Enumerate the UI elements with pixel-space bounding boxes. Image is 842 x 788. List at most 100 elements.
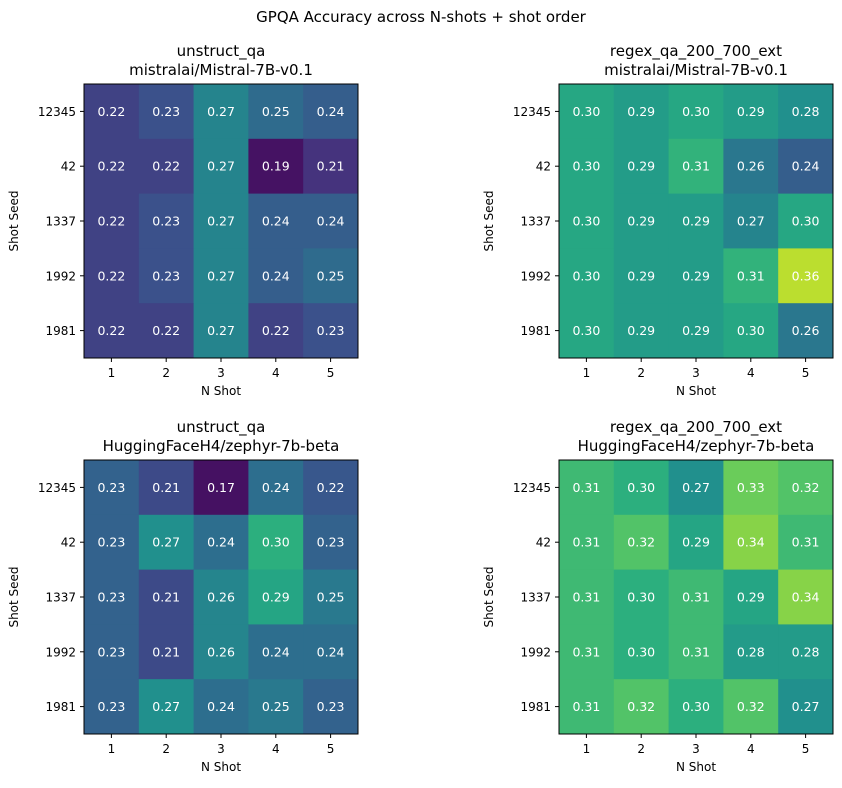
heatmap-cell <box>303 193 359 249</box>
heatmap-cell <box>668 460 724 516</box>
y-tick-label: 1992 <box>45 269 76 283</box>
y-tick-label: 12345 <box>38 105 76 119</box>
y-axis-label: Shot Seed <box>7 190 21 251</box>
cell-label: 0.29 <box>627 159 655 174</box>
x-tick-label: 4 <box>272 366 280 380</box>
heatmap-cell <box>613 624 670 680</box>
y-axis-label: Shot Seed <box>482 190 496 251</box>
cell-label: 0.25 <box>262 104 290 119</box>
cell-label: 0.24 <box>262 268 290 283</box>
heatmap-cell <box>668 84 724 140</box>
cell-label: 0.24 <box>792 159 820 174</box>
y-tick-label: 1981 <box>45 700 76 714</box>
cell-label: 0.31 <box>682 644 710 659</box>
cell-label: 0.30 <box>572 159 600 174</box>
heatmap-cell <box>723 569 779 625</box>
y-axis-label: Shot Seed <box>482 566 496 627</box>
heatmap-cell <box>778 514 834 571</box>
cell-label: 0.22 <box>97 159 125 174</box>
cell-label: 0.29 <box>737 104 765 119</box>
heatmap-cell <box>613 303 670 359</box>
cell-label: 0.23 <box>97 644 125 659</box>
heatmap-cell <box>723 193 779 249</box>
cell-label: 0.24 <box>262 480 290 495</box>
heatmap-cell <box>723 460 779 516</box>
cell-label: 0.30 <box>792 214 820 229</box>
heatmap-cell <box>193 460 249 516</box>
heatmap-cell <box>138 679 195 735</box>
cell-label: 0.26 <box>792 323 820 338</box>
heatmap-cell <box>778 138 834 195</box>
cell-label: 0.30 <box>572 323 600 338</box>
cell-label: 0.23 <box>152 214 180 229</box>
cell-label: 0.22 <box>97 323 125 338</box>
heatmap-cell <box>613 569 670 625</box>
cell-label: 0.30 <box>627 480 655 495</box>
y-tick-label: 1337 <box>520 591 551 605</box>
cell-label: 0.27 <box>682 480 710 495</box>
cell-label: 0.30 <box>682 104 710 119</box>
x-tick-label: 3 <box>217 742 225 756</box>
x-tick-label: 5 <box>802 366 810 380</box>
heatmap-cell <box>723 514 779 571</box>
heatmap-cell <box>723 84 779 140</box>
heatmap-cell <box>193 514 249 571</box>
heatmap-cell <box>613 84 670 140</box>
cell-label: 0.24 <box>207 699 235 714</box>
cell-label: 0.30 <box>262 535 290 550</box>
heatmap-cell <box>84 303 140 359</box>
cell-label: 0.26 <box>207 590 235 605</box>
cell-label: 0.27 <box>207 323 235 338</box>
y-tick-label: 42 <box>61 160 76 174</box>
x-tick-label: 2 <box>637 366 645 380</box>
heatmap-cell <box>84 569 140 625</box>
heatmap-cell <box>84 248 140 304</box>
cell-label: 0.19 <box>262 159 290 174</box>
heatmap-cell <box>613 193 670 249</box>
cell-label: 0.31 <box>572 535 600 550</box>
x-axis-label: N Shot <box>676 384 716 398</box>
cell-label: 0.23 <box>97 590 125 605</box>
x-axis-label: N Shot <box>201 760 241 774</box>
heatmap-cell <box>668 303 724 359</box>
heatmap-cell <box>248 569 304 625</box>
heatmap-cell <box>138 138 195 195</box>
heatmap-cell <box>778 193 834 249</box>
x-tick-label: 5 <box>327 366 335 380</box>
figure-title: GPQA Accuracy across N-shots + shot orde… <box>256 8 586 26</box>
cell-label: 0.30 <box>627 644 655 659</box>
x-axis-label: N Shot <box>201 384 241 398</box>
x-tick-label: 4 <box>272 742 280 756</box>
cell-label: 0.22 <box>152 159 180 174</box>
cell-label: 0.27 <box>792 699 820 714</box>
cell-label: 0.28 <box>792 644 820 659</box>
heatmap-cell <box>778 303 834 359</box>
heatmap-cell <box>723 679 779 735</box>
cell-label: 0.25 <box>317 590 345 605</box>
x-tick-label: 4 <box>747 366 755 380</box>
cell-label: 0.24 <box>207 535 235 550</box>
x-tick-label: 2 <box>637 742 645 756</box>
x-tick-label: 1 <box>583 366 591 380</box>
heatmap-cell <box>84 193 140 249</box>
heatmap-cell <box>303 460 359 516</box>
heatmap-cell <box>778 679 834 735</box>
heatmap-cell <box>193 84 249 140</box>
heatmap-cell <box>723 248 779 304</box>
cell-label: 0.27 <box>152 535 180 550</box>
heatmap-cell <box>138 248 195 304</box>
cell-label: 0.32 <box>627 699 655 714</box>
cell-label: 0.29 <box>682 323 710 338</box>
y-tick-label: 42 <box>536 160 551 174</box>
cell-label: 0.27 <box>207 104 235 119</box>
heatmap-cell <box>138 193 195 249</box>
cell-label: 0.21 <box>152 644 180 659</box>
heatmap-cell <box>84 679 140 735</box>
heatmap-cell <box>559 514 615 571</box>
heatmap-cell <box>248 193 304 249</box>
heatmap-cell <box>138 624 195 680</box>
x-tick-label: 4 <box>747 742 755 756</box>
heatmap-cell <box>193 679 249 735</box>
cell-label: 0.29 <box>627 268 655 283</box>
cell-label: 0.31 <box>792 535 820 550</box>
